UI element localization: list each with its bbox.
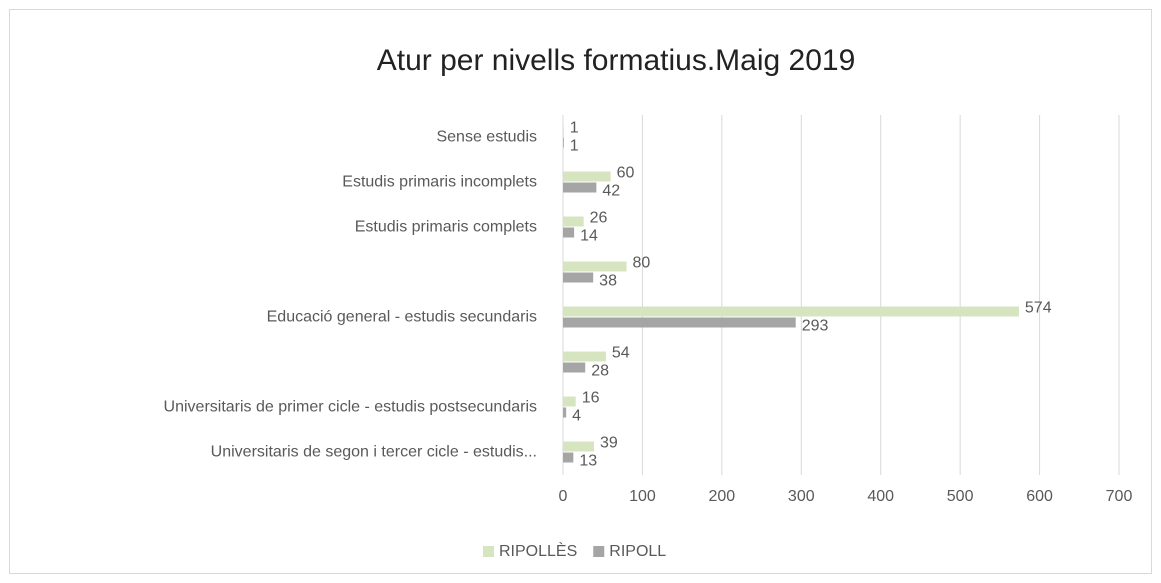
data-label: 54 (612, 345, 630, 362)
data-label: 1 (570, 138, 579, 155)
legend-label: RIPOLLÈS (499, 541, 577, 560)
bar (563, 306, 1019, 317)
data-label: 60 (617, 165, 635, 182)
y-tick-label: Estudis primaris complets (355, 219, 537, 236)
bar (563, 126, 564, 137)
bar (563, 317, 796, 328)
data-label: 28 (591, 363, 609, 380)
data-label: 39 (600, 435, 618, 452)
bar (563, 396, 576, 407)
data-label: 42 (602, 183, 620, 200)
data-label: 26 (590, 210, 608, 227)
legend-swatch (593, 546, 605, 557)
legend-label: RIPOLL (609, 543, 666, 560)
bar (563, 227, 575, 238)
data-label: 38 (599, 273, 617, 290)
x-tick-label: 600 (1026, 488, 1053, 505)
x-tick-label: 400 (867, 488, 894, 505)
bar (563, 182, 597, 193)
data-label: 14 (580, 228, 598, 245)
data-label: 1 (570, 120, 579, 137)
bar (563, 362, 586, 373)
chart-border (9, 9, 1152, 574)
bar (563, 137, 564, 148)
data-label: 13 (579, 453, 597, 470)
data-label: 4 (572, 408, 581, 425)
x-tick-label: 700 (1106, 488, 1133, 505)
bar (563, 216, 584, 227)
bar (563, 272, 594, 283)
data-label: 574 (1025, 300, 1052, 317)
x-tick-label: 300 (788, 488, 815, 505)
data-label: 16 (582, 390, 600, 407)
y-tick-label: Sense estudis (436, 129, 537, 146)
bar (563, 407, 567, 418)
y-tick-label: Educació general - estudis secundaris (267, 309, 537, 326)
x-tick-label: 0 (559, 488, 568, 505)
x-tick-label: 200 (709, 488, 736, 505)
bar (563, 261, 627, 272)
x-tick-label: 500 (947, 488, 974, 505)
bar (563, 441, 594, 452)
chart-title: Atur per nivells formatius.Maig 2019 (377, 44, 856, 77)
data-label: 293 (802, 318, 829, 335)
bar (563, 351, 606, 362)
legend-swatch (483, 546, 494, 557)
bar (563, 171, 611, 182)
y-tick-label: Estudis primaris incomplets (342, 174, 537, 191)
y-tick-label: Universitaris de segon i tercer cicle - … (211, 444, 537, 461)
x-tick-label: 100 (629, 488, 656, 505)
bar (563, 452, 574, 463)
y-tick-label: Universitaris de primer cicle - estudis … (164, 399, 537, 416)
data-label: 80 (633, 255, 651, 272)
